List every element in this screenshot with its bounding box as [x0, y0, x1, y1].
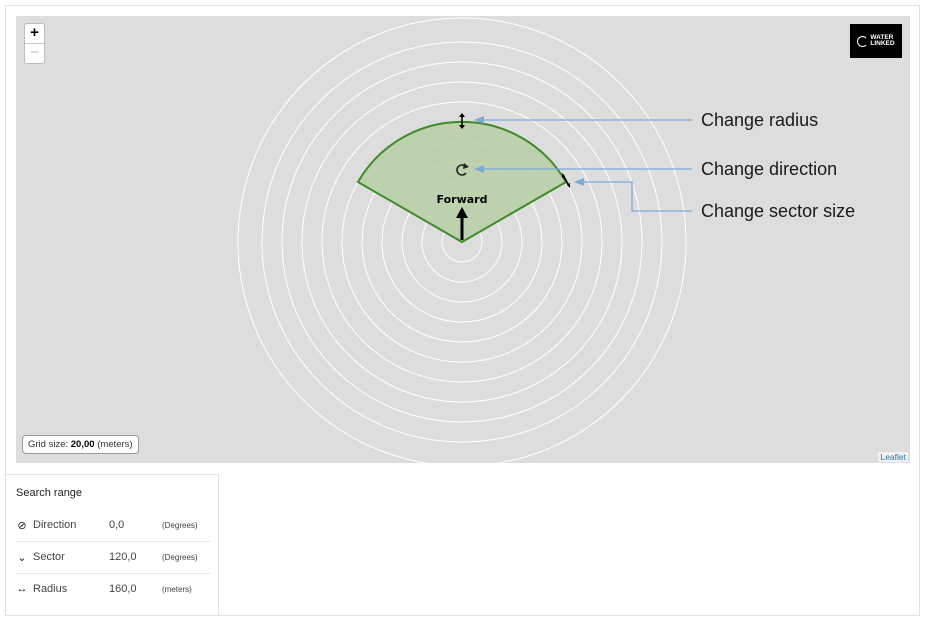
search-range-title: Search range: [16, 487, 83, 499]
range-rings: Forward: [237, 17, 692, 463]
annotation-change-direction: Change direction: [701, 159, 838, 179]
zoom-in-button[interactable]: +: [25, 24, 44, 44]
water-linked-logo: WATER LINKED: [850, 24, 902, 58]
radius-value[interactable]: 160,0: [109, 583, 137, 595]
pointer-change-sector-size: [582, 181, 692, 212]
range-ring: [301, 81, 623, 403]
logo-line-2: LINKED: [870, 40, 895, 47]
pointer-arrowheads: [474, 116, 584, 186]
radius-handle-icon[interactable]: [459, 113, 465, 129]
annotation-change-sector-size: Change sector size: [701, 201, 856, 221]
zoom-out-button[interactable]: −: [30, 44, 39, 61]
radius-label: Radius: [33, 583, 68, 595]
grid-size-prefix: Grid size:: [28, 439, 69, 450]
forward-label: Forward: [437, 193, 488, 206]
direction-row[interactable]: ⊘ Direction 0,0 (Degrees): [16, 509, 210, 542]
sector-size-handle-icon[interactable]: [562, 173, 570, 188]
leaflet-attribution-link[interactable]: Leaflet: [878, 452, 908, 462]
radius-row[interactable]: ↔ Radius 160,0 (meters): [16, 573, 210, 605]
logo-line-1: WATER: [870, 33, 894, 41]
annotation-pointers: [482, 119, 692, 212]
forward-arrowhead-icon: [456, 207, 468, 218]
range-ring: [321, 101, 603, 383]
range-ring: [281, 61, 643, 423]
rotate-direction-icon[interactable]: [456, 163, 469, 176]
range-ring: [237, 17, 687, 463]
sector-label: Sector: [33, 551, 65, 563]
sector-row[interactable]: ⌄ Sector 120,0 (Degrees): [16, 541, 210, 574]
grid-size-unit: (meters): [97, 439, 133, 450]
direction-icon: ⊘: [17, 520, 27, 532]
direction-value[interactable]: 0,0: [109, 519, 125, 531]
sector-unit: (Degrees): [162, 553, 198, 562]
search-range-panel: Search range ⊘ Direction 0,0 (Degrees) ⌄…: [5, 474, 219, 616]
chevron-down-icon: ⌄: [17, 552, 27, 564]
annotation-change-radius: Change radius: [701, 110, 819, 130]
sector-value[interactable]: 120,0: [109, 551, 137, 563]
zoom-control: + −: [24, 23, 45, 64]
radius-unit: (meters): [162, 585, 192, 594]
direction-label: Direction: [33, 519, 77, 531]
grid-size-label: Grid size: 20,00 (meters): [22, 435, 139, 454]
logo-mark-icon: [857, 35, 869, 47]
range-ring: [261, 41, 663, 443]
grid-size-value: 20,00: [70, 439, 95, 450]
horizontal-arrows-icon: ↔: [16, 583, 28, 595]
map-view[interactable]: Forward + −: [16, 16, 910, 463]
direction-unit: (Degrees): [162, 521, 198, 530]
